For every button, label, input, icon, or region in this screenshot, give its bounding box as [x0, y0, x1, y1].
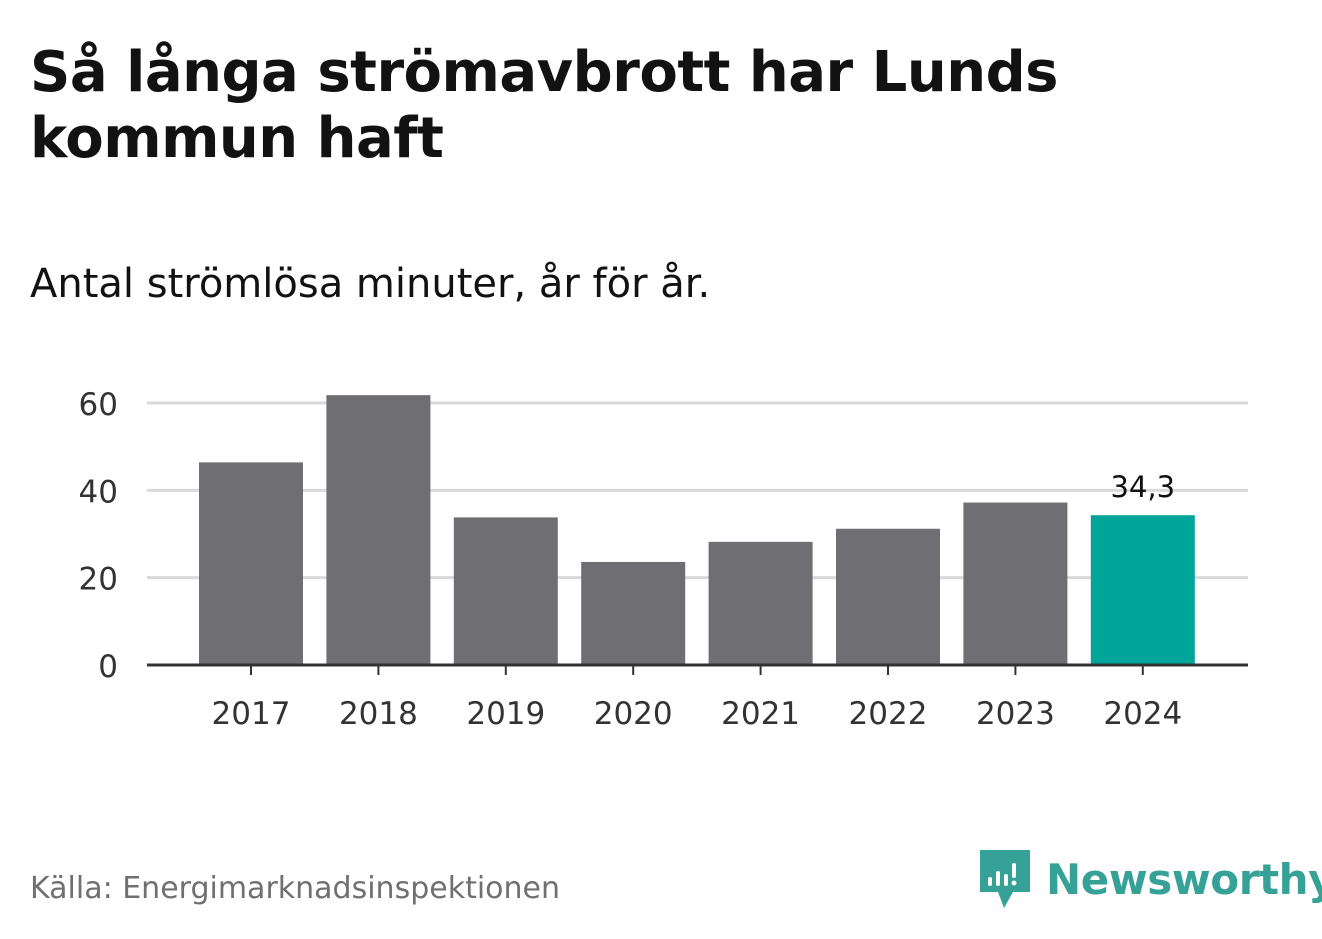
y-tick-label: 0 — [98, 649, 118, 685]
y-tick-label: 40 — [79, 474, 118, 510]
bar-2019 — [453, 517, 558, 665]
bar-2023 — [963, 502, 1068, 665]
chart-subtitle: Antal strömlösa minuter, år för år. — [30, 261, 711, 307]
chart-title: Så långa strömavbrott har Lunds kommun h… — [30, 40, 1059, 171]
brand-name: Newsworthy — [1046, 855, 1322, 904]
x-tick-label: 2020 — [594, 696, 673, 732]
bar-2020 — [581, 561, 686, 665]
brand-logo: Newsworthy — [980, 848, 1322, 912]
x-tick-label: 2023 — [976, 696, 1055, 732]
bar-2021 — [708, 541, 813, 665]
bar-2017 — [199, 462, 303, 665]
source-note: Källa: Energimarknadsinspektionen — [30, 871, 561, 906]
x-tick-label: 2019 — [466, 696, 545, 732]
x-tick-label: 2024 — [1103, 696, 1182, 732]
x-tick-label: 2022 — [849, 696, 928, 732]
bar-2018 — [326, 395, 431, 665]
bar-chart-flag-icon — [980, 850, 1030, 908]
x-tick-label: 2021 — [721, 696, 800, 732]
bar-2022 — [836, 528, 940, 665]
axes — [147, 663, 1248, 675]
bar-2024 — [1090, 515, 1195, 665]
y-tick-label: 20 — [79, 562, 118, 598]
y-tick-label: 60 — [79, 387, 118, 423]
x-tick-label: 2017 — [212, 696, 291, 732]
gridlines — [147, 401, 1248, 580]
x-tick-label: 2018 — [339, 696, 418, 732]
labels: 0 20 40 60 2017 2018 2019 2020 2021 2022 2023 2024 3… — [79, 387, 1183, 732]
bars — [199, 395, 1195, 665]
data-label-2024: 34,3 — [1111, 470, 1176, 504]
